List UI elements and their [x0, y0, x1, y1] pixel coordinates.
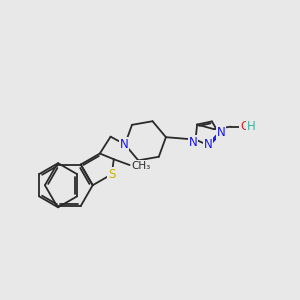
Text: S: S — [108, 168, 116, 181]
Text: N: N — [189, 136, 197, 148]
Text: H: H — [247, 120, 256, 133]
Text: O: O — [240, 120, 249, 133]
Text: N: N — [217, 127, 225, 140]
Text: N: N — [203, 138, 212, 151]
Text: N: N — [120, 138, 128, 151]
Text: CH₃: CH₃ — [132, 160, 151, 171]
